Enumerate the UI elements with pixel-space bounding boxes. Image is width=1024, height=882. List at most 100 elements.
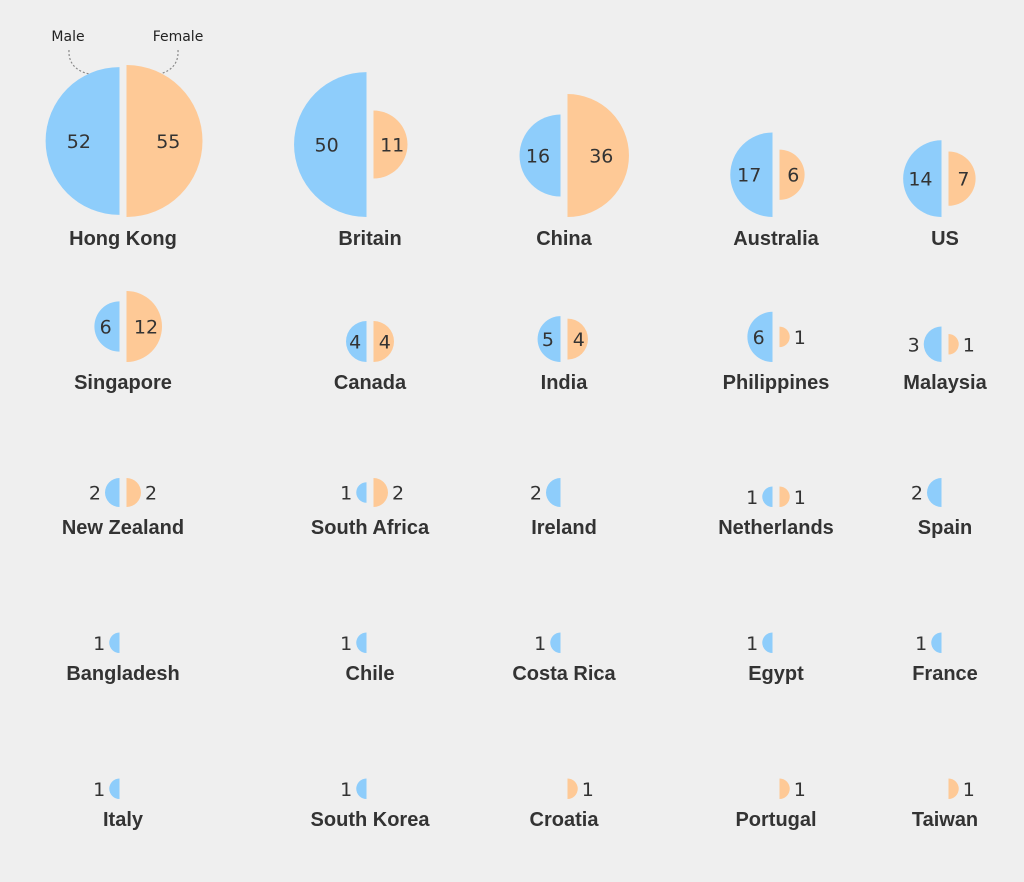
- male-value-italy: 1: [93, 779, 105, 801]
- male-value-malaysia: 3: [908, 334, 920, 356]
- country-group-us: 14 7 US: [903, 140, 976, 250]
- female-value-croatia: 1: [582, 779, 594, 801]
- female-value-canada: 4: [379, 332, 391, 354]
- male-semicircle-chile: [356, 632, 367, 653]
- male-value-spain: 2: [911, 483, 923, 505]
- female-semicircle-taiwan: [948, 778, 959, 799]
- country-label-hong-kong: Hong Kong: [69, 228, 177, 250]
- country-label-malaysia: Malaysia: [903, 372, 987, 394]
- country-label-bangladesh: Bangladesh: [66, 663, 179, 685]
- male-value-canada: 4: [349, 332, 361, 354]
- country-label-egypt: Egypt: [748, 663, 804, 685]
- male-value-egypt: 1: [746, 633, 758, 655]
- female-semicircle-netherlands: [779, 486, 790, 507]
- country-label-portugal: Portugal: [735, 809, 816, 831]
- female-semicircle-philippines: [779, 326, 790, 348]
- country-label-croatia: Croatia: [530, 809, 600, 831]
- female-semicircle-singapore: [126, 291, 162, 362]
- female-value-new-zealand: 2: [145, 483, 157, 505]
- male-value-hong-kong: 52: [67, 131, 91, 153]
- country-label-italy: Italy: [103, 809, 144, 831]
- male-semicircle-bangladesh: [109, 632, 120, 653]
- country-label-new-zealand: New Zealand: [62, 517, 184, 539]
- country-group-croatia: 1 Croatia: [530, 778, 600, 831]
- female-value-china: 36: [589, 146, 613, 168]
- country-group-south-africa: 1 2 South Africa: [311, 478, 430, 539]
- male-value-us: 14: [908, 169, 932, 191]
- male-value-south-africa: 1: [340, 483, 352, 505]
- male-value-australia: 17: [737, 165, 761, 187]
- legend-male-leader: [68, 49, 98, 76]
- male-semicircle-spain: [927, 478, 942, 507]
- country-label-philippines: Philippines: [723, 372, 830, 394]
- male-value-britain: 50: [315, 135, 339, 157]
- country-label-south-korea: South Korea: [311, 809, 431, 831]
- country-label-australia: Australia: [733, 228, 819, 250]
- country-label-france: France: [912, 663, 978, 685]
- country-group-malaysia: 3 1 Malaysia: [903, 326, 988, 394]
- female-semicircle-australia: [779, 149, 805, 200]
- country-group-china: 16 36 China: [519, 94, 629, 250]
- female-semicircle-india: [567, 318, 588, 360]
- male-value-new-zealand: 2: [89, 483, 101, 505]
- country-group-chile: 1 Chile: [340, 632, 395, 685]
- female-value-britain: 11: [380, 135, 404, 157]
- female-semicircle-us: [948, 151, 976, 206]
- male-value-india: 5: [542, 329, 554, 351]
- country-group-taiwan: 1 Taiwan: [912, 778, 978, 831]
- country-label-india: India: [541, 372, 589, 394]
- country-group-australia: 17 6 Australia: [730, 132, 820, 250]
- country-label-costa-rica: Costa Rica: [512, 663, 616, 685]
- legend-female-leader: [154, 49, 179, 76]
- male-semicircle-britain: [294, 72, 367, 217]
- female-semicircle-china: [567, 94, 629, 217]
- male-value-singapore: 6: [100, 317, 112, 339]
- country-group-philippines: 6 1 Philippines: [723, 311, 830, 394]
- male-value-ireland: 2: [530, 483, 542, 505]
- country-label-britain: Britain: [338, 228, 401, 250]
- legend-male-label: Male: [51, 29, 84, 45]
- country-group-costa-rica: 1 Costa Rica: [512, 632, 617, 685]
- female-value-india: 4: [573, 329, 585, 351]
- country-group-britain: 50 11 Britain: [294, 72, 408, 250]
- country-group-ireland: 2 Ireland: [530, 478, 597, 539]
- male-semicircle-south-africa: [356, 482, 367, 503]
- male-value-bangladesh: 1: [93, 633, 105, 655]
- country-label-china: China: [536, 228, 592, 250]
- male-semicircle-china: [519, 114, 561, 197]
- country-group-spain: 2 Spain: [911, 478, 972, 539]
- country-label-taiwan: Taiwan: [912, 809, 978, 831]
- female-semicircle-britain: [373, 110, 408, 179]
- country-group-france: 1 France: [912, 632, 978, 685]
- country-label-ireland: Ireland: [531, 517, 597, 539]
- country-group-south-korea: 1 South Korea: [311, 778, 431, 831]
- female-semicircle-croatia: [567, 778, 578, 799]
- male-value-south-korea: 1: [340, 779, 352, 801]
- female-value-malaysia: 1: [963, 334, 975, 356]
- female-semicircle-canada: [373, 321, 394, 362]
- male-semicircle-malaysia: [923, 326, 942, 362]
- country-label-chile: Chile: [346, 663, 395, 685]
- male-value-france: 1: [915, 633, 927, 655]
- female-semicircle-new-zealand: [126, 478, 141, 507]
- country-group-netherlands: 1 1 Netherlands: [718, 486, 834, 539]
- female-value-hong-kong: 55: [156, 131, 180, 153]
- female-semicircle-malaysia: [948, 334, 959, 355]
- country-label-spain: Spain: [918, 517, 972, 539]
- male-semicircle-india: [537, 316, 561, 362]
- male-semicircle-us: [903, 140, 942, 217]
- male-semicircle-egypt: [762, 632, 773, 653]
- male-value-costa-rica: 1: [534, 633, 546, 655]
- male-value-philippines: 6: [753, 327, 765, 349]
- female-semicircle-portugal: [779, 778, 790, 799]
- female-semicircle-south-africa: [373, 478, 388, 507]
- country-group-hong-kong: 52 55 Hong Kong: [45, 65, 203, 250]
- country-group-india: 5 4 India: [537, 316, 589, 394]
- male-semicircle-ireland: [546, 478, 561, 507]
- country-label-us: US: [931, 228, 959, 250]
- male-semicircle-hong-kong: [45, 67, 120, 215]
- male-semicircle-australia: [730, 132, 773, 217]
- male-value-chile: 1: [340, 633, 352, 655]
